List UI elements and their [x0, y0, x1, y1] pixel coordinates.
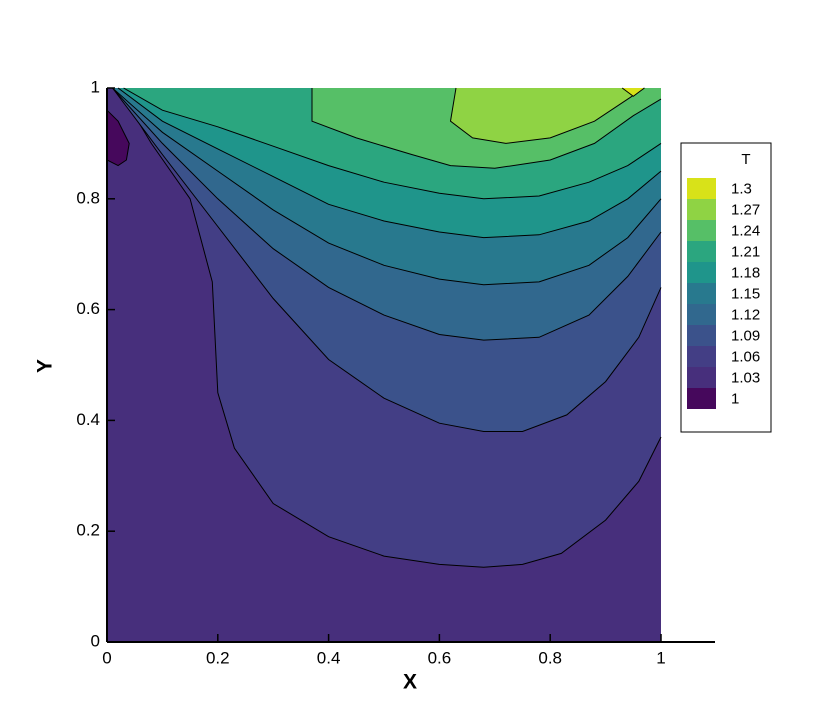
x-tick-label: 1 [656, 648, 665, 667]
contour-line [117, 87, 662, 239]
y-tick-label: 0.6 [76, 299, 100, 318]
x-tick-label: 0.4 [317, 648, 341, 667]
y-tick-label: 0 [91, 631, 100, 650]
plot-area [106, 87, 662, 642]
x-tick-label: 0 [102, 648, 111, 667]
y-tick-label: 0.4 [76, 410, 100, 429]
legend-label: 1.12 [731, 306, 760, 323]
legend-label: 1.3 [731, 180, 752, 197]
legend-swatch [687, 241, 716, 262]
legend-swatch [687, 283, 716, 304]
contour-line [112, 87, 662, 286]
legend-label: 1.27 [731, 201, 760, 218]
legend-swatch [687, 367, 716, 388]
legend-label: 1.15 [731, 285, 760, 302]
contour-line [621, 87, 645, 97]
contour-line [311, 88, 662, 169]
legend-label: 1.24 [731, 222, 760, 239]
x-tick-label: 0.6 [428, 648, 452, 667]
legend-label: 1 [731, 390, 739, 407]
x-tick-label: 0.8 [538, 648, 562, 667]
legend-swatch [687, 304, 716, 325]
legend-swatch [687, 178, 716, 199]
y-tick-label: 0.2 [76, 521, 100, 540]
contour-line [117, 87, 662, 568]
contour-region [622, 88, 661, 97]
y-tick-label: 1 [91, 77, 100, 96]
contour-line [112, 87, 662, 432]
legend-label: 1.21 [731, 243, 760, 260]
legend-label: 1.03 [731, 369, 760, 386]
legend-swatch [687, 346, 716, 367]
legend-label: 1.18 [731, 264, 760, 281]
legend-swatch [687, 220, 716, 241]
legend-title: T [741, 151, 750, 168]
contour-line [449, 87, 645, 144]
legend-label: 1.06 [731, 348, 760, 365]
x-axis-label: X [403, 671, 417, 694]
legend-swatch [687, 262, 716, 283]
y-tick-label: 0.8 [76, 188, 100, 207]
legend-label: 1.09 [731, 327, 760, 344]
contour-line [123, 87, 662, 200]
legend-swatch [687, 199, 716, 220]
contour-region [450, 88, 661, 144]
x-tick-label: 0.2 [206, 648, 230, 667]
y-axis-label: Y [34, 359, 57, 373]
legend-swatch [687, 388, 716, 409]
legend-swatch [687, 325, 716, 346]
contour-line [112, 87, 662, 341]
